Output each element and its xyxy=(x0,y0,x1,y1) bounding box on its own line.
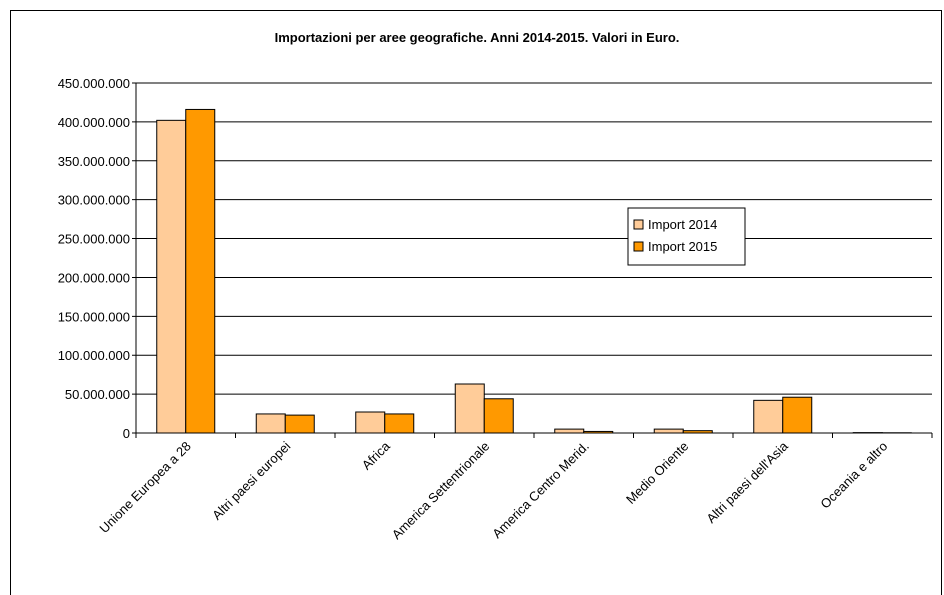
bar xyxy=(554,428,585,434)
y-tick-label: 0 xyxy=(123,426,130,441)
y-tick-label: 100.000.000 xyxy=(58,348,130,363)
bar xyxy=(483,398,514,434)
bar xyxy=(782,396,813,434)
legend-label: Import 2014 xyxy=(648,217,717,232)
bar xyxy=(384,413,415,434)
chart-title: Importazioni per aree geografiche. Anni … xyxy=(275,30,680,45)
bar xyxy=(255,413,286,434)
y-tick-label: 350.000.000 xyxy=(58,154,130,169)
y-tick-label: 300.000.000 xyxy=(58,193,130,208)
legend-box xyxy=(627,207,746,266)
legend-swatch xyxy=(633,219,644,230)
legend-swatch xyxy=(633,241,644,252)
bar xyxy=(185,108,216,434)
bar xyxy=(653,428,684,434)
y-tick-label: 150.000.000 xyxy=(58,309,130,324)
bar xyxy=(284,414,315,434)
bar xyxy=(753,399,784,434)
bar xyxy=(355,411,386,434)
y-tick-label: 450.000.000 xyxy=(58,76,130,91)
y-tick-label: 400.000.000 xyxy=(58,115,130,130)
chart-border xyxy=(10,10,942,595)
bar xyxy=(454,383,485,434)
y-tick-label: 50.000.000 xyxy=(65,387,130,402)
y-tick-label: 250.000.000 xyxy=(58,232,130,247)
legend-label: Import 2015 xyxy=(648,239,717,254)
bar xyxy=(156,119,187,434)
y-tick-label: 200.000.000 xyxy=(58,270,130,285)
